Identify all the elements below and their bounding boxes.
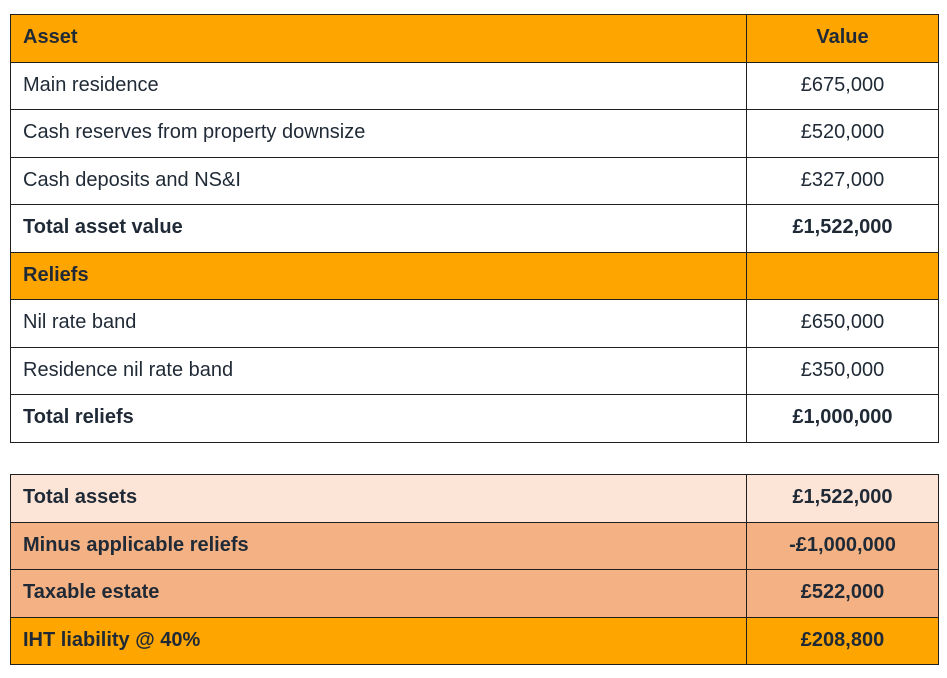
assets-reliefs-table: Asset Value Main residence £675,000 Cash… (10, 14, 939, 443)
row-label: Taxable estate (10, 569, 747, 618)
row-label: Total assets (10, 474, 747, 523)
table-row: Cash reserves from property downsize £52… (10, 109, 939, 158)
table-header-row: Asset Value (10, 14, 939, 63)
header-value: Value (746, 14, 939, 63)
row-label: Total asset value (10, 204, 747, 253)
row-value: £1,522,000 (746, 474, 939, 523)
row-value: £327,000 (746, 156, 939, 205)
row-label: IHT liability @ 40% (10, 616, 747, 665)
row-label: Total reliefs (10, 394, 747, 443)
table-row: Main residence £675,000 (10, 61, 939, 110)
table-row: Cash deposits and NS&I £327,000 (10, 156, 939, 205)
row-value: £675,000 (746, 61, 939, 110)
row-value: -£1,000,000 (746, 521, 939, 570)
row-value: £1,000,000 (746, 394, 939, 443)
row-value: £650,000 (746, 299, 939, 348)
row-label: Cash reserves from property downsize (10, 109, 747, 158)
row-label: Main residence (10, 61, 747, 110)
row-value: £522,000 (746, 569, 939, 618)
header-asset: Asset (10, 14, 747, 63)
row-label: Residence nil rate band (10, 346, 747, 395)
header-reliefs-value (746, 251, 939, 300)
total-reliefs-row: Total reliefs £1,000,000 (10, 394, 939, 443)
summary-row-taxable-estate: Taxable estate £522,000 (10, 569, 939, 618)
row-value: £350,000 (746, 346, 939, 395)
table-row: Residence nil rate band £350,000 (10, 346, 939, 395)
row-label: Nil rate band (10, 299, 747, 348)
row-value: £520,000 (746, 109, 939, 158)
row-value: £208,800 (746, 616, 939, 665)
table-row: Nil rate band £650,000 (10, 299, 939, 348)
summary-row-total-assets: Total assets £1,522,000 (10, 474, 939, 523)
iht-summary-table: Total assets £1,522,000 Minus applicable… (10, 474, 939, 665)
row-label: Cash deposits and NS&I (10, 156, 747, 205)
header-reliefs: Reliefs (10, 251, 747, 300)
row-label: Minus applicable reliefs (10, 521, 747, 570)
row-value: £1,522,000 (746, 204, 939, 253)
summary-row-reliefs: Minus applicable reliefs -£1,000,000 (10, 521, 939, 570)
total-asset-row: Total asset value £1,522,000 (10, 204, 939, 253)
reliefs-header-row: Reliefs (10, 251, 939, 300)
summary-row-iht-liability: IHT liability @ 40% £208,800 (10, 616, 939, 665)
